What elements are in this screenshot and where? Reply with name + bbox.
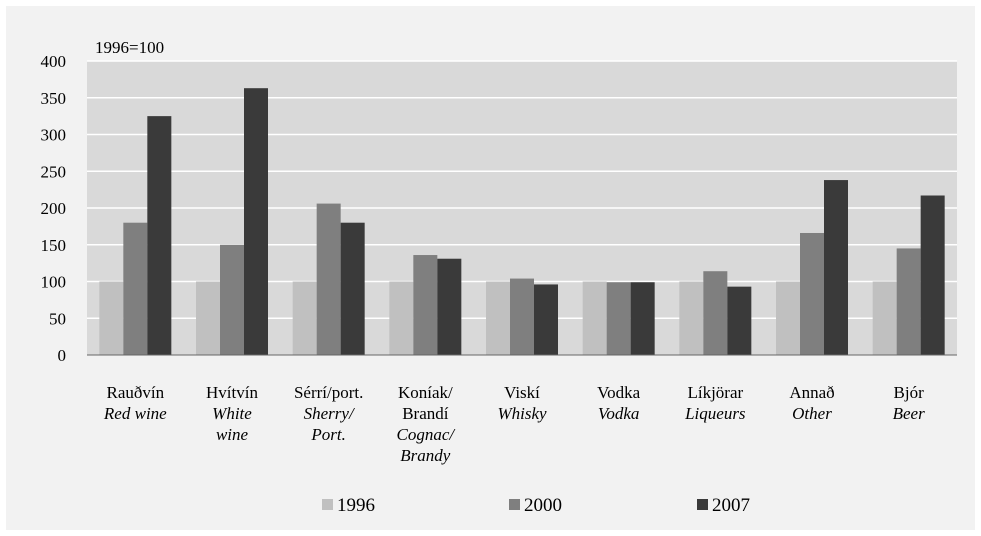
bar-2007-2: [340, 222, 365, 355]
bar-1996-8: [872, 281, 897, 355]
y-tick-label: 100: [41, 273, 67, 292]
bar-2000-1: [220, 244, 244, 355]
gridlines: [87, 60, 957, 319]
bar-2000-5: [606, 282, 631, 355]
x-label-en: Liqueurs: [684, 404, 746, 423]
legend-swatch-1996: [322, 499, 333, 510]
y-tick-label: 150: [41, 236, 67, 255]
bar-1996-4: [486, 281, 510, 355]
bar-1996-3: [389, 281, 414, 355]
y-tick-label: 300: [41, 126, 67, 145]
x-label-is: Líkjörar: [687, 383, 743, 402]
legend-swatch-2000: [509, 499, 520, 510]
bar-2007-1: [244, 88, 268, 355]
x-label-en: White: [212, 404, 252, 423]
bar-1996-6: [679, 281, 704, 355]
bar-2000-7: [800, 232, 824, 355]
bar-2007-7: [824, 180, 848, 355]
x-label-en: Beer: [893, 404, 925, 423]
bar-1996-0: [99, 281, 124, 355]
x-label-en: Whisky: [497, 404, 547, 423]
x-label-is: Koníak/: [398, 383, 453, 402]
bar-2007-4: [534, 284, 558, 355]
x-label-is: Sérrí/port.: [294, 383, 363, 402]
legend-label-1996: 1996: [337, 495, 375, 516]
x-label-is: Annað: [789, 383, 834, 402]
y-tick-label: 200: [41, 199, 67, 218]
bar-1996-5: [582, 281, 607, 355]
bar-2000-3: [413, 255, 438, 355]
y-axis-ticks: 0 50 100 150 200 250 300 350 400: [41, 52, 67, 365]
bar-2007-5: [630, 282, 655, 355]
x-label-en: Vodka: [598, 404, 640, 423]
bar-2000-4: [510, 278, 534, 355]
x-axis-labels: Rauðvín Red wine Hvítvín White wine Sérrí/por…: [103, 383, 925, 465]
x-label-en: Port.: [310, 425, 345, 444]
bar-2000-6: [703, 271, 728, 355]
bars: [99, 88, 945, 355]
unit-label: 1996=100: [95, 38, 164, 57]
legend-swatch-2007: [697, 499, 708, 510]
x-label-is: Bjór: [894, 383, 925, 402]
bar-2007-8: [920, 195, 945, 355]
bar-2000-2: [316, 203, 341, 355]
legend: 1996 2000 2007: [322, 495, 750, 516]
legend-label-2007: 2007: [712, 495, 750, 516]
x-label-is: Brandí: [402, 404, 449, 423]
x-label-is: Hvítvín: [206, 383, 258, 402]
y-tick-label: 0: [58, 346, 67, 365]
x-label-is: Rauðvín: [107, 383, 165, 402]
legend-label-2000: 2000: [524, 495, 562, 516]
y-tick-label: 400: [41, 52, 67, 71]
bar-2000-8: [896, 248, 921, 355]
y-tick-label: 250: [41, 162, 67, 181]
x-label-en: Other: [792, 404, 832, 423]
x-label-en: Cognac/: [397, 425, 457, 444]
bar-1996-7: [776, 281, 800, 355]
x-label-en: Brandy: [400, 446, 451, 465]
bar-1996-2: [292, 281, 317, 355]
bar-2007-0: [147, 116, 172, 355]
bar-2007-3: [437, 258, 462, 355]
x-label-en: wine: [216, 425, 249, 444]
bar-2000-0: [123, 222, 148, 355]
bar-2007-6: [727, 286, 752, 355]
x-label-en: Sherry/: [304, 404, 356, 423]
bar-1996-1: [196, 281, 220, 355]
x-label-is: Vodka: [597, 383, 641, 402]
y-tick-label: 50: [49, 309, 66, 328]
x-label-en: Red wine: [103, 404, 167, 423]
x-label-is: Viskí: [504, 383, 540, 402]
y-tick-label: 350: [41, 89, 67, 108]
